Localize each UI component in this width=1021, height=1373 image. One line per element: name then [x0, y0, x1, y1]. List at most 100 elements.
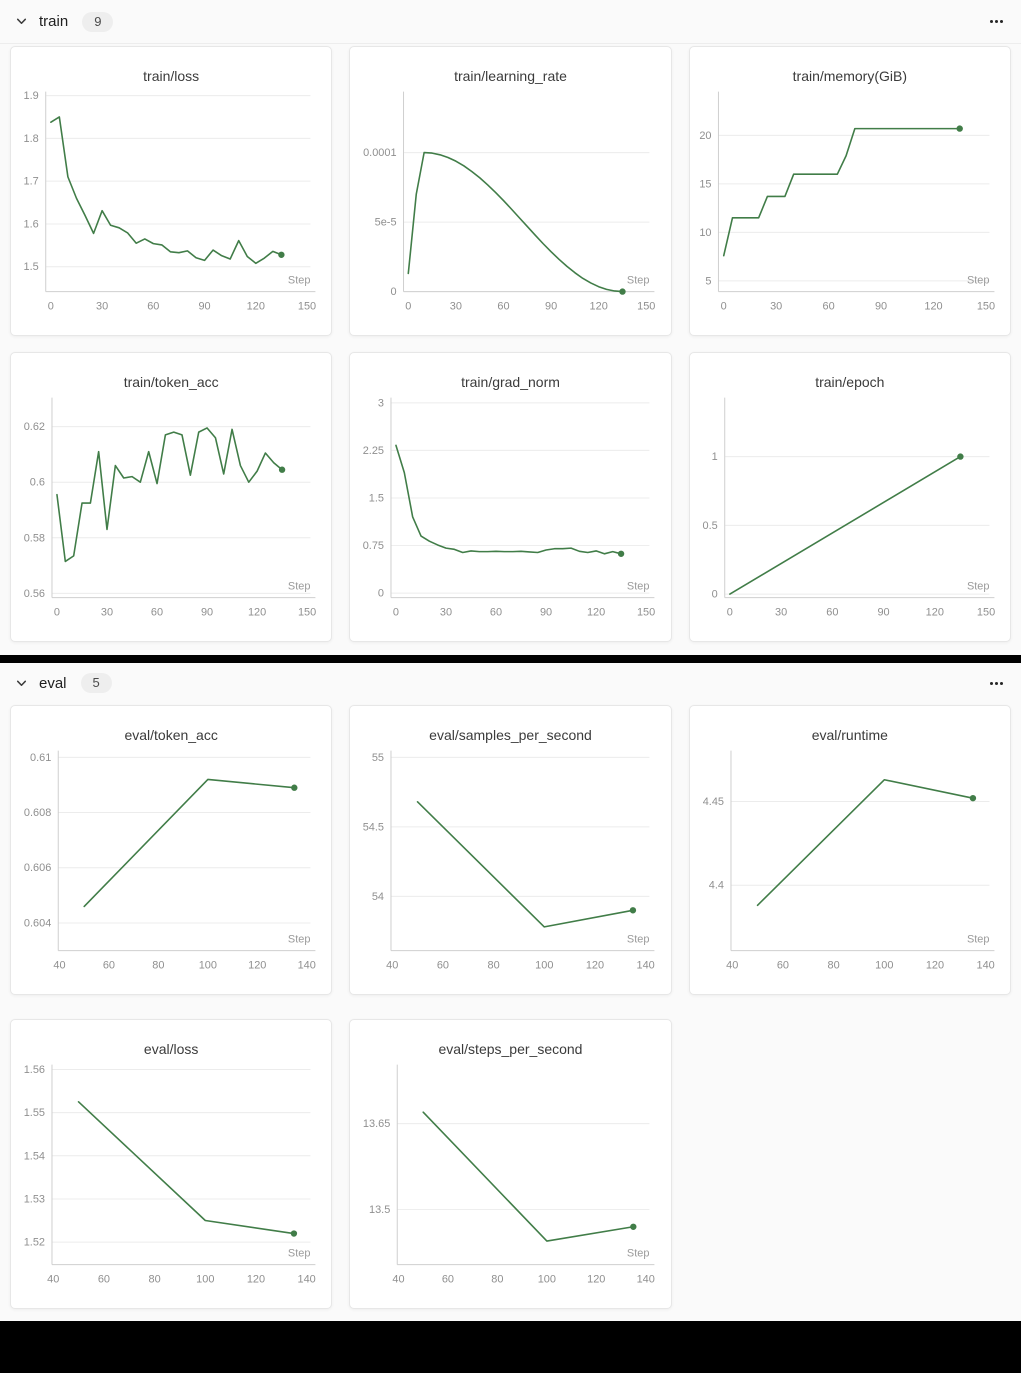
svg-text:60: 60: [490, 606, 502, 618]
svg-text:140: 140: [298, 1273, 316, 1285]
line-chart-plot[interactable]: 0.56 0.58 0.6 0.62 0 30 60 90 120 150 Step: [11, 393, 331, 638]
line-chart-plot[interactable]: 1.5 1.6 1.7 1.8 1.9 0 30 60 90 120 150 Step: [11, 87, 331, 332]
chart-card[interactable]: train/loss 1.5 1.6 1.7 1.8 1.9 0 30 60 90 120 150 S…: [10, 46, 333, 336]
svg-text:1.55: 1.55: [24, 1107, 45, 1119]
svg-text:60: 60: [98, 1273, 110, 1285]
svg-text:1.6: 1.6: [24, 218, 39, 230]
svg-text:100: 100: [199, 959, 217, 971]
svg-text:Step: Step: [627, 581, 650, 593]
svg-text:13.5: 13.5: [369, 1204, 390, 1216]
svg-text:0.6: 0.6: [30, 477, 45, 489]
chart-title: eval/token_acc: [124, 727, 218, 743]
svg-text:0: 0: [393, 606, 399, 618]
svg-text:Step: Step: [967, 275, 990, 287]
chart-title: train/epoch: [815, 374, 885, 390]
collapse-train-button[interactable]: [13, 13, 30, 30]
svg-text:120: 120: [587, 606, 605, 618]
line-chart-plot[interactable]: 5 10 15 20 0 30 60 90 120 150 Step: [690, 87, 1010, 332]
section-header-train: train 9: [0, 0, 1021, 44]
svg-text:30: 30: [450, 300, 462, 312]
svg-text:1.56: 1.56: [24, 1064, 45, 1076]
svg-text:40: 40: [726, 959, 738, 971]
chart-card[interactable]: eval/token_acc 0.604 0.606 0.608 0.61 40 60 80…: [10, 705, 333, 995]
svg-text:1.52: 1.52: [24, 1237, 45, 1249]
svg-text:30: 30: [101, 606, 113, 618]
svg-text:5: 5: [705, 275, 711, 287]
svg-text:90: 90: [545, 300, 557, 312]
section-title-eval: eval: [39, 674, 67, 692]
svg-text:40: 40: [47, 1273, 59, 1285]
chart-title: train/learning_rate: [454, 68, 567, 84]
chart-card[interactable]: train/token_acc 0.56 0.58 0.6 0.62 0 30 60 90 12…: [10, 352, 333, 642]
chart-title: eval/samples_per_second: [429, 727, 592, 743]
svg-text:60: 60: [151, 606, 163, 618]
section-menu-eval-button[interactable]: [988, 676, 1005, 691]
chart-card[interactable]: eval/runtime 4.4 4.45 40 60 80 100 120 140 Step: [688, 705, 1011, 995]
svg-text:0.0001: 0.0001: [363, 147, 396, 159]
section-header-eval: eval 5: [0, 663, 1021, 703]
svg-text:80: 80: [492, 1273, 504, 1285]
svg-text:55: 55: [372, 752, 384, 764]
svg-text:120: 120: [247, 1273, 265, 1285]
line-chart-plot[interactable]: 54 54.5 55 40 60 80 100 120 140 Step: [350, 746, 670, 991]
chart-title: train/grad_norm: [461, 374, 560, 390]
svg-text:90: 90: [540, 606, 552, 618]
svg-text:54.5: 54.5: [363, 821, 384, 833]
svg-text:0: 0: [406, 300, 412, 312]
line-chart-plot[interactable]: 0 0.5 1 0 30 60 90 120 150 Step: [690, 393, 1010, 638]
svg-text:0.604: 0.604: [24, 917, 51, 929]
svg-text:0.61: 0.61: [30, 752, 51, 764]
svg-text:60: 60: [822, 300, 834, 312]
line-chart-plot[interactable]: 0 5e-5 0.0001 0 30 60 90 120 150 Step: [350, 87, 670, 332]
line-chart-plot[interactable]: 13.5 13.65 40 60 80 100 120 140 Step: [350, 1060, 670, 1305]
svg-text:Step: Step: [627, 934, 650, 946]
svg-text:1.8: 1.8: [24, 133, 39, 145]
svg-text:30: 30: [770, 300, 782, 312]
svg-text:1: 1: [711, 451, 717, 463]
chart-card[interactable]: eval/steps_per_second 13.5 13.65 40 60 80 100…: [349, 1019, 672, 1309]
svg-text:150: 150: [637, 300, 655, 312]
svg-text:100: 100: [196, 1273, 214, 1285]
svg-text:60: 60: [498, 300, 510, 312]
line-chart-plot[interactable]: 4.4 4.45 40 60 80 100 120 140 Step: [690, 746, 1010, 991]
chart-card[interactable]: train/epoch 0 0.5 1 0 30 60 90 120 150 Step: [688, 352, 1011, 642]
chart-card[interactable]: train/learning_rate 0 5e-5 0.0001 0 30 60 90 12…: [349, 46, 672, 336]
svg-text:30: 30: [96, 300, 108, 312]
line-chart-plot[interactable]: 1.52 1.53 1.54 1.55 1.56 40 60 80 100 120 140 Step: [11, 1060, 331, 1305]
svg-text:30: 30: [440, 606, 452, 618]
collapse-eval-button[interactable]: [13, 675, 30, 692]
svg-text:13.65: 13.65: [363, 1118, 390, 1130]
svg-text:60: 60: [147, 300, 159, 312]
svg-text:30: 30: [775, 606, 787, 618]
svg-text:40: 40: [53, 959, 65, 971]
section-divider: [0, 655, 1021, 663]
chart-card[interactable]: train/memory(GiB) 5 10 15 20 0 30 60 90 120 150 St…: [688, 46, 1011, 336]
svg-text:140: 140: [637, 1273, 655, 1285]
chart-card[interactable]: train/grad_norm 0 0.75 1.5 2.25 3 0 30 60 90 120 1…: [349, 352, 672, 642]
svg-text:80: 80: [152, 959, 164, 971]
svg-text:140: 140: [298, 959, 316, 971]
line-chart-plot[interactable]: 0.604 0.606 0.608 0.61 40 60 80 100 120 140 Step: [11, 746, 331, 991]
section-menu-train-button[interactable]: [988, 14, 1005, 29]
svg-text:1.5: 1.5: [369, 492, 384, 504]
charts-grid-train: train/loss 1.5 1.6 1.7 1.8 1.9 0 30 60 90 120 150 S…: [0, 44, 1021, 642]
chevron-down-icon: [15, 677, 28, 690]
chart-card[interactable]: eval/loss 1.52 1.53 1.54 1.55 1.56 40 60 80 100 1…: [10, 1019, 333, 1309]
svg-text:0.608: 0.608: [24, 807, 51, 819]
svg-text:120: 120: [587, 1273, 605, 1285]
svg-text:2.25: 2.25: [363, 445, 384, 457]
chart-card[interactable]: eval/samples_per_second 54 54.5 55 40 60 80 10…: [349, 705, 672, 995]
svg-text:0: 0: [378, 588, 384, 600]
svg-text:150: 150: [976, 300, 994, 312]
svg-text:Step: Step: [288, 581, 311, 593]
svg-text:150: 150: [298, 606, 316, 618]
svg-text:150: 150: [298, 300, 316, 312]
svg-text:80: 80: [149, 1273, 161, 1285]
chart-title: eval/loss: [143, 1041, 199, 1057]
svg-text:0: 0: [711, 589, 717, 601]
svg-text:120: 120: [247, 300, 265, 312]
svg-text:Step: Step: [288, 934, 311, 946]
svg-text:10: 10: [699, 227, 711, 239]
svg-text:1.9: 1.9: [24, 90, 39, 102]
